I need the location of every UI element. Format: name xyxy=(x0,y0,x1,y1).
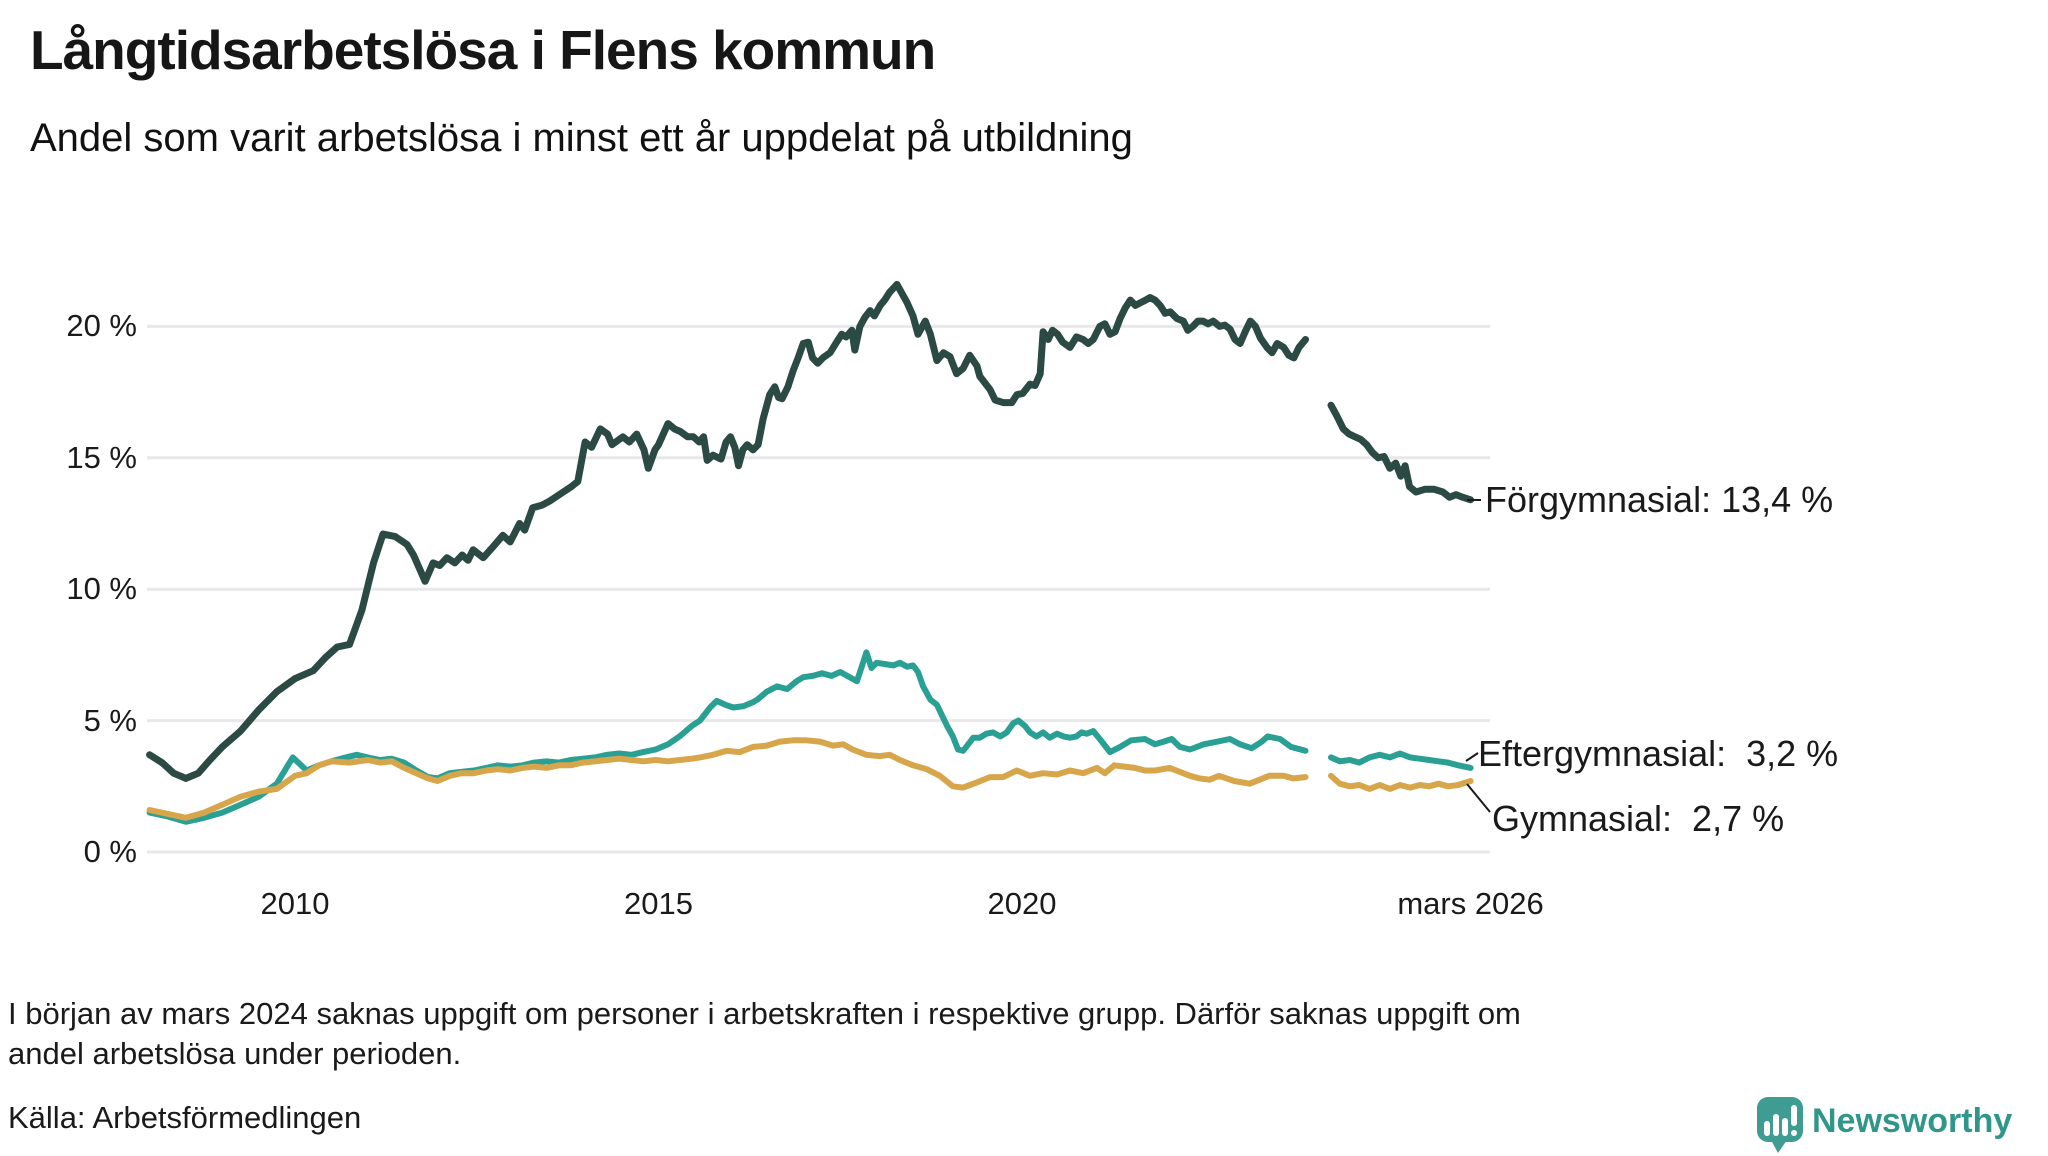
footnote: I början av mars 2024 saknas uppgift om … xyxy=(8,994,2018,1074)
footnote-line-1: I början av mars 2024 saknas uppgift om … xyxy=(8,996,1521,1031)
series-line-gymnasial xyxy=(146,737,1309,821)
end-label-connector-gymnasial xyxy=(1466,783,1491,813)
series-line-förgymnasial xyxy=(146,280,1309,782)
x-axis-tick-label-mars-2026: mars 2026 xyxy=(1397,886,1544,921)
page-subtitle: Andel som varit arbetslösa i minst ett å… xyxy=(30,116,1133,160)
footnote-line-2: andel arbetslösa under perioden. xyxy=(8,1036,462,1071)
x-axis-tick-label-2020: 2020 xyxy=(987,886,1057,921)
series-line-eftergymnasial xyxy=(146,649,1309,825)
x-axis-tick-label-2015: 2015 xyxy=(624,886,693,921)
source-label: Källa: Arbetsförmedlingen xyxy=(8,1100,362,1135)
x-axis-tick-label-2010: 2010 xyxy=(260,886,330,921)
newsworthy-logo: Newsworthy xyxy=(1756,1096,2048,1156)
y-axis-tick-label-15: 15 % xyxy=(66,439,137,475)
newsworthy-logo-icon xyxy=(1757,1097,1803,1153)
series-line-förgymnasial-after-gap xyxy=(1327,401,1475,504)
y-axis-tick-label-20: 20 % xyxy=(66,308,137,344)
series-end-label-forgymnasial: Förgymnasial: 13,4 % xyxy=(1485,479,1834,520)
series-line-eftergymnasial-after-gap xyxy=(1328,750,1474,771)
y-axis-tick-label-5: 5 % xyxy=(83,702,137,738)
page-title: Långtidsarbetslösa i Flens kommun xyxy=(30,19,936,81)
newsworthy-logo-text: Newsworthy xyxy=(1812,1102,2013,1140)
y-axis-tick-label-0: 0 % xyxy=(83,834,137,869)
series-end-label-gymnasial: Gymnasial: 2,7 % xyxy=(1492,798,1785,839)
end-label-connector-eftergymnasial xyxy=(1465,752,1479,762)
series-line-gymnasial-after-gap xyxy=(1328,772,1474,792)
series-end-label-eftergymnasial: Eftergymnasial: 3,2 % xyxy=(1478,733,1839,774)
y-axis-tick-label-10: 10 % xyxy=(66,571,137,607)
